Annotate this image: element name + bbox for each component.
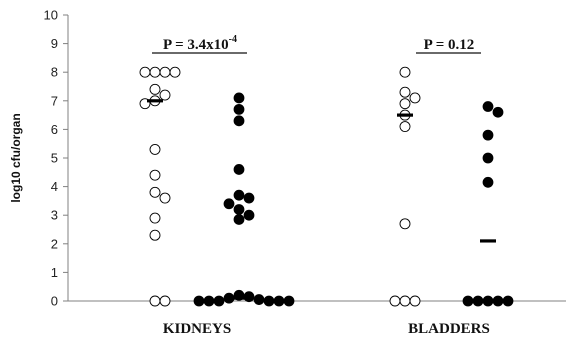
- open-point-kidneys: [139, 66, 151, 78]
- filled-point-kidneys: [243, 192, 255, 204]
- filled-point-kidneys: [253, 294, 265, 305]
- pvalue-bladders: P = 0.12: [416, 37, 481, 54]
- open-point-kidneys: [149, 212, 161, 224]
- filled-point-kidneys: [193, 295, 205, 307]
- y-axis-title: log10 cfu/organ: [9, 113, 23, 202]
- y-tick-label: 3: [51, 208, 58, 223]
- filled-point-bladders: [482, 176, 494, 188]
- filled-point-kidneys: [263, 295, 275, 307]
- filled-point-bladders: [482, 152, 494, 164]
- filled-point-kidneys: [213, 295, 225, 307]
- pvalue-kidneys-exponent: -4: [229, 34, 237, 45]
- open-point-kidneys: [159, 192, 171, 204]
- filled-point-kidneys: [233, 189, 245, 201]
- open-point-kidneys: [149, 186, 161, 198]
- y-tick-label: 8: [51, 65, 58, 80]
- pvalue-kidneys-text: P = 3.4x10: [163, 37, 229, 53]
- filled-point-kidneys: [283, 295, 295, 307]
- median-markers: [147, 99, 496, 300]
- filled-point-bladders: [502, 295, 514, 307]
- open-point-kidneys: [159, 66, 171, 78]
- filled-point-kidneys: [233, 103, 245, 115]
- open-point-kidneys: [169, 66, 181, 78]
- y-tick-label: 9: [51, 36, 58, 51]
- filled-point-kidneys: [233, 204, 245, 215]
- filled-point-kidneys: [273, 295, 285, 307]
- y-tick-label: 0: [51, 294, 58, 309]
- pvalue-kidneys: P = 3.4x10-4: [152, 34, 247, 54]
- filled-point-kidneys: [233, 115, 245, 127]
- filled-point-bladders: [492, 106, 504, 118]
- filled-point-bladders: [482, 129, 494, 141]
- open-point-bladders: [399, 98, 411, 110]
- filled-point-bladders: [482, 101, 494, 112]
- y-tick-label: 1: [51, 265, 58, 280]
- open-point-kidneys: [149, 295, 161, 307]
- x-category-bladders: BLADDERS: [408, 321, 490, 337]
- filled-point-bladders: [472, 295, 484, 307]
- y-tick-label: 5: [51, 151, 58, 166]
- open-point-bladders: [399, 218, 411, 230]
- open-point-bladders: [409, 295, 421, 307]
- y-tick-label: 6: [51, 122, 58, 137]
- open-point-kidneys: [149, 229, 161, 241]
- y-tick-label: 10: [44, 8, 58, 23]
- filled-point-bladders: [492, 295, 504, 307]
- open-point-kidneys: [159, 89, 171, 101]
- filled-point-kidneys: [223, 198, 235, 210]
- svg-text:P = 3.4x10-4: P = 3.4x10-4: [163, 34, 237, 53]
- open-point-bladders: [399, 66, 411, 78]
- open-point-kidneys: [149, 169, 161, 181]
- filled-point-kidneys: [233, 214, 245, 225]
- pvalue-bladders-text: P = 0.12: [424, 37, 475, 53]
- median-bar-bladders: [480, 239, 496, 243]
- y-tick-label: 2: [51, 236, 58, 251]
- open-point-kidneys: [149, 66, 161, 78]
- median-bar-kidneys: [231, 296, 247, 300]
- y-tick-label: 7: [51, 93, 58, 108]
- open-point-bladders: [409, 92, 421, 104]
- open-point-bladders: [399, 86, 411, 98]
- filled-point-kidneys: [233, 164, 245, 175]
- median-bar-bladders: [397, 113, 413, 117]
- open-point-kidneys: [149, 83, 161, 95]
- y-tick-label: 4: [51, 179, 58, 194]
- open-point-bladders: [389, 295, 401, 307]
- filled-point-kidneys: [243, 209, 255, 221]
- svg-text:P = 0.12: P = 0.12: [424, 37, 475, 53]
- filled-point-bladders: [462, 295, 474, 307]
- x-category-kidneys: KIDNEYS: [163, 321, 231, 337]
- open-point-kidneys: [159, 295, 171, 307]
- open-point-kidneys: [149, 143, 161, 155]
- open-point-bladders: [399, 121, 411, 132]
- median-bar-kidneys: [147, 99, 163, 103]
- data-points: [139, 66, 514, 307]
- filled-point-bladders: [482, 295, 494, 307]
- y-axis-ticks: 0 1 2 3 4 5 6 7 8 9 10: [44, 8, 68, 309]
- filled-point-kidneys: [233, 92, 245, 104]
- open-point-bladders: [399, 295, 411, 307]
- filled-point-kidneys: [203, 295, 215, 307]
